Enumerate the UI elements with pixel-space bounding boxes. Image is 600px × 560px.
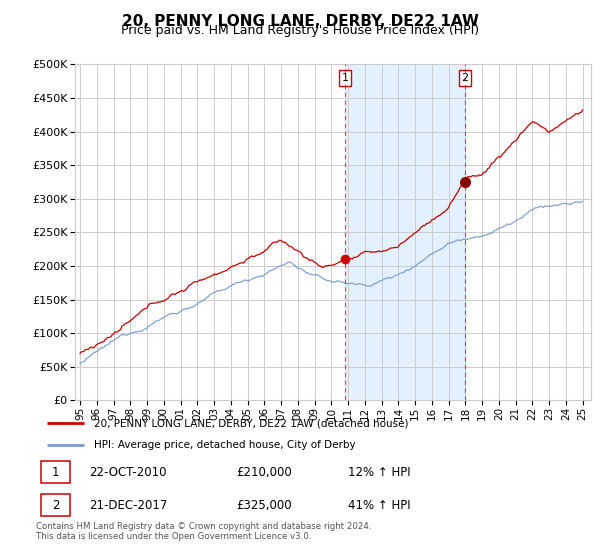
FancyBboxPatch shape [41,461,70,483]
Text: 1: 1 [341,73,349,83]
Text: Price paid vs. HM Land Registry's House Price Index (HPI): Price paid vs. HM Land Registry's House … [121,24,479,37]
Text: 12% ↑ HPI: 12% ↑ HPI [347,465,410,479]
FancyBboxPatch shape [41,494,70,516]
Text: HPI: Average price, detached house, City of Derby: HPI: Average price, detached house, City… [94,440,356,450]
Text: 22-OCT-2010: 22-OCT-2010 [89,465,166,479]
Text: 21-DEC-2017: 21-DEC-2017 [89,498,167,512]
Text: Contains HM Land Registry data © Crown copyright and database right 2024.
This d: Contains HM Land Registry data © Crown c… [36,522,371,542]
Text: 1: 1 [52,465,59,479]
Text: £210,000: £210,000 [236,465,292,479]
Text: 41% ↑ HPI: 41% ↑ HPI [347,498,410,512]
Text: 20, PENNY LONG LANE, DERBY, DE22 1AW (detached house): 20, PENNY LONG LANE, DERBY, DE22 1AW (de… [94,418,409,428]
Text: 2: 2 [52,498,59,512]
Text: 20, PENNY LONG LANE, DERBY, DE22 1AW: 20, PENNY LONG LANE, DERBY, DE22 1AW [122,14,478,29]
Bar [345,64,465,400]
Text: £325,000: £325,000 [236,498,292,512]
Text: 2: 2 [461,73,469,83]
